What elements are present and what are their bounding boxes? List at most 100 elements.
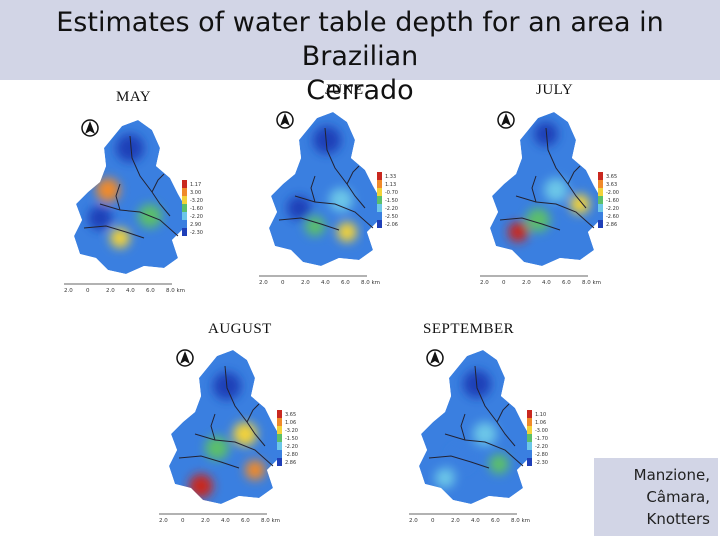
- month-label-july: JULY: [536, 82, 574, 98]
- credit-text: Manzione, Câmara, Knotters: [634, 464, 710, 530]
- scale-label: 6.0: [562, 280, 571, 286]
- legend-label: 3.00: [190, 190, 201, 196]
- depth-zone: [544, 178, 568, 202]
- legend-label: -2.80: [535, 452, 548, 458]
- legend-label: -3.20: [285, 428, 298, 434]
- drainage-line: [531, 175, 537, 203]
- scale-label: 6.0: [241, 518, 250, 524]
- scale-label: 0: [502, 280, 506, 286]
- scale-label: 2.0: [409, 518, 418, 524]
- legend-swatch: [527, 418, 532, 426]
- legend-label: -2.06: [385, 222, 398, 228]
- month-label-september: SEPTEMBER: [423, 321, 515, 337]
- legend-label: 1.33: [385, 174, 396, 180]
- legend-swatch: [277, 434, 282, 442]
- scale-label: 2.0: [64, 288, 73, 294]
- scale-label: 6.0: [491, 518, 500, 524]
- scale-label: 8.0 km: [361, 280, 380, 286]
- legend-label: 1.06: [535, 420, 546, 426]
- legend-label: -2.20: [606, 206, 619, 212]
- legend-swatch: [182, 204, 187, 212]
- legend-label: -1.50: [285, 436, 298, 442]
- depth-zone: [449, 446, 473, 470]
- legend-swatch: [182, 180, 187, 188]
- credit-line-3: Knotters: [646, 510, 711, 528]
- depth-zone: [473, 422, 497, 446]
- depth-zone: [526, 208, 550, 232]
- map-surface: [490, 112, 602, 266]
- legend-swatch: [277, 458, 282, 466]
- legend-label: 2.86: [606, 222, 617, 228]
- map-surface: [169, 350, 281, 504]
- legend-swatch: [598, 196, 603, 204]
- drainage-line: [210, 413, 216, 441]
- scale-label: 4.0: [126, 288, 135, 294]
- scale-label: 0: [86, 288, 90, 294]
- legend-swatch: [598, 212, 603, 220]
- month-label-may: MAY: [116, 89, 152, 105]
- legend-label: 3.65: [606, 174, 617, 180]
- map-panel-july: 3.65 3.63 -2.00 -1.60 -2.20 -2.60 2.86 2.0 0 2.0 4…: [476, 100, 626, 290]
- legend-swatch: [377, 212, 382, 220]
- map-surface: [419, 350, 531, 504]
- legend-label: -1.60: [190, 206, 203, 212]
- legend-label: 3.63: [606, 182, 617, 188]
- legend-label: -2.20: [190, 214, 203, 220]
- legend-swatch: [377, 172, 382, 180]
- drainage-line: [444, 433, 524, 467]
- depth-zone: [337, 222, 357, 242]
- map-panel-august: 3.65 1.06 -3.20 -1.50 -2.20 -2.80 2.86 2.0 0 2.0 4…: [155, 338, 305, 528]
- legend-swatch: [182, 228, 187, 236]
- legend-swatch: [182, 220, 187, 228]
- credit-box: Manzione, Câmara, Knotters: [594, 458, 718, 536]
- scale-label: 2.0: [480, 280, 489, 286]
- drainage-line: [346, 165, 360, 185]
- map-surface: [74, 120, 186, 274]
- legend-swatch: [598, 220, 603, 228]
- depth-zone: [435, 468, 455, 488]
- north-arrow-icon: [180, 351, 190, 364]
- legend-swatch: [527, 458, 532, 466]
- legend-label: 3.65: [285, 412, 296, 418]
- drainage-line: [545, 127, 587, 209]
- depth-zone: [489, 454, 509, 474]
- legend-label: -2.30: [535, 460, 548, 466]
- legend-label: 2.90: [190, 222, 201, 228]
- scale-label: 4.0: [471, 518, 480, 524]
- drainage-line: [496, 403, 510, 423]
- depth-zone: [570, 194, 590, 214]
- depth-zone: [110, 228, 130, 248]
- legend-label: -3.20: [190, 198, 203, 204]
- legend-label: 2.86: [285, 460, 296, 466]
- scale-label: 6.0: [341, 280, 350, 286]
- legend-label: 1.17: [190, 182, 201, 188]
- legend-label: -2.30: [190, 230, 203, 236]
- legend-swatch: [527, 410, 532, 418]
- legend-label: -1.50: [385, 198, 398, 204]
- legend-swatch: [277, 442, 282, 450]
- legend-swatch: [598, 188, 603, 196]
- legend-label: 1.10: [535, 412, 546, 418]
- title-line-1: Estimates of water table depth for an ar…: [56, 7, 664, 72]
- depth-zone: [534, 122, 558, 146]
- drainage-line: [151, 173, 165, 193]
- scale-label: 2.0: [522, 280, 531, 286]
- legend-label: 1.13: [385, 182, 396, 188]
- scale-label: 4.0: [542, 280, 551, 286]
- drainage-line: [460, 413, 466, 441]
- legend-swatch: [527, 442, 532, 450]
- drainage-line: [224, 365, 266, 447]
- legend-swatch: [598, 180, 603, 188]
- scale-label: 0: [181, 518, 185, 524]
- legend-label: -2.20: [285, 444, 298, 450]
- legend-label: 1.06: [285, 420, 296, 426]
- scale-label: 2.0: [301, 280, 310, 286]
- legend-swatch: [527, 450, 532, 458]
- legend-swatch: [182, 196, 187, 204]
- legend-swatch: [598, 172, 603, 180]
- legend-swatch: [377, 180, 382, 188]
- scale-label: 0: [281, 280, 285, 286]
- scale-label: 0: [431, 518, 435, 524]
- north-arrow-icon: [501, 113, 511, 126]
- scale-label: 8.0 km: [166, 288, 185, 294]
